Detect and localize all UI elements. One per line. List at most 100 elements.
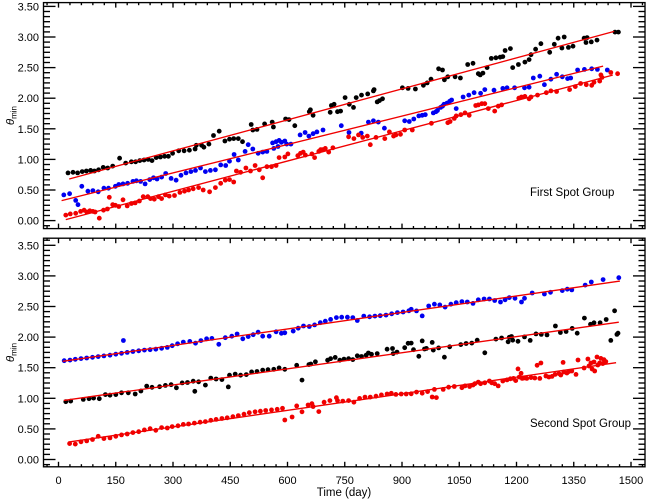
data-point [231, 152, 237, 157]
data-point [575, 357, 581, 363]
data-point [592, 368, 598, 374]
data-point [151, 196, 157, 202]
data-point [299, 377, 305, 383]
data-point [492, 381, 498, 387]
data-point [276, 155, 282, 161]
data-point [573, 372, 579, 377]
data-point [502, 297, 508, 303]
data-point [519, 299, 524, 305]
data-point [218, 162, 224, 168]
first-spot-group-label: First Spot Group [530, 187, 614, 199]
data-point [313, 359, 318, 365]
data-point [558, 330, 563, 335]
data-point [542, 82, 547, 88]
y-axis-label: θmin [5, 106, 19, 125]
fit-line-lower-red [68, 362, 617, 443]
y-tick-label: 0.00 [18, 216, 39, 228]
data-point [591, 359, 597, 365]
data-point [297, 132, 303, 138]
data-point [243, 165, 249, 171]
y-tick-label: 2.00 [18, 332, 39, 344]
data-point [289, 414, 295, 420]
data-point [240, 139, 245, 145]
data-point [331, 101, 337, 107]
data-point [338, 123, 344, 129]
x-tick-label: 750 [336, 475, 354, 487]
data-point [493, 55, 499, 61]
data-point [538, 360, 544, 366]
data-point [566, 45, 571, 50]
data-point [466, 92, 472, 98]
data-point [72, 441, 78, 447]
data-point [478, 90, 483, 96]
data-point [174, 385, 179, 391]
data-point [419, 338, 425, 344]
data-point [227, 136, 232, 142]
data-point [67, 191, 72, 197]
data-point [302, 130, 308, 135]
data-point [192, 388, 198, 394]
x-axis-label: Time (day) [317, 487, 372, 499]
data-point [280, 405, 285, 411]
y-tick-label: 0.00 [18, 455, 39, 467]
data-point [510, 65, 516, 70]
data-point [482, 87, 488, 92]
data-point [505, 339, 511, 345]
y-tick-label: 3.00 [18, 271, 39, 283]
data-point [149, 158, 155, 164]
data-point [242, 149, 248, 154]
data-point [411, 116, 417, 122]
data-point [234, 331, 240, 337]
data-point [429, 340, 435, 345]
data-point [227, 158, 232, 164]
data-point [96, 215, 102, 221]
fit-line-upper-black [69, 30, 615, 180]
data-point [196, 185, 202, 191]
data-point [245, 142, 251, 148]
data-point [201, 144, 207, 150]
data-point [480, 70, 486, 76]
data-point [570, 43, 576, 49]
data-point [460, 94, 466, 100]
data-point [419, 313, 425, 319]
data-point [322, 146, 328, 151]
data-point [582, 315, 587, 321]
data-point [203, 382, 208, 388]
data-point [526, 57, 532, 62]
data-point [421, 82, 426, 88]
data-point [96, 396, 102, 402]
data-point [186, 187, 192, 193]
data-point [140, 194, 146, 200]
data-point [547, 49, 553, 55]
data-point [258, 408, 263, 414]
fit-line-upper-blue [62, 280, 620, 362]
data-point [310, 112, 316, 118]
data-point [79, 169, 85, 175]
data-point [294, 403, 300, 409]
data-point [223, 163, 229, 168]
data-point [537, 376, 543, 381]
data-point [216, 128, 222, 134]
y-axis-label: θmin [5, 343, 19, 362]
data-point [351, 105, 356, 110]
data-point [459, 299, 465, 304]
data-point [538, 41, 544, 47]
top-panel: 0.00 0.50 1.00 1.50 2.00 2.50 3.00 3.50 First Sp… [5, 1, 646, 230]
x-tick-label: 1200 [504, 475, 528, 487]
data-point [434, 395, 439, 400]
data-point [177, 190, 183, 195]
data-point [369, 351, 374, 357]
data-point [200, 187, 206, 193]
data-point [266, 333, 272, 339]
data-point [308, 107, 313, 113]
data-point [615, 330, 621, 336]
data-point [117, 155, 122, 161]
data-point [322, 318, 328, 324]
data-point [402, 345, 408, 351]
data-point [106, 194, 112, 200]
data-point [615, 71, 620, 77]
data-point [359, 92, 364, 98]
data-point [234, 168, 239, 174]
data-point [608, 70, 614, 75]
